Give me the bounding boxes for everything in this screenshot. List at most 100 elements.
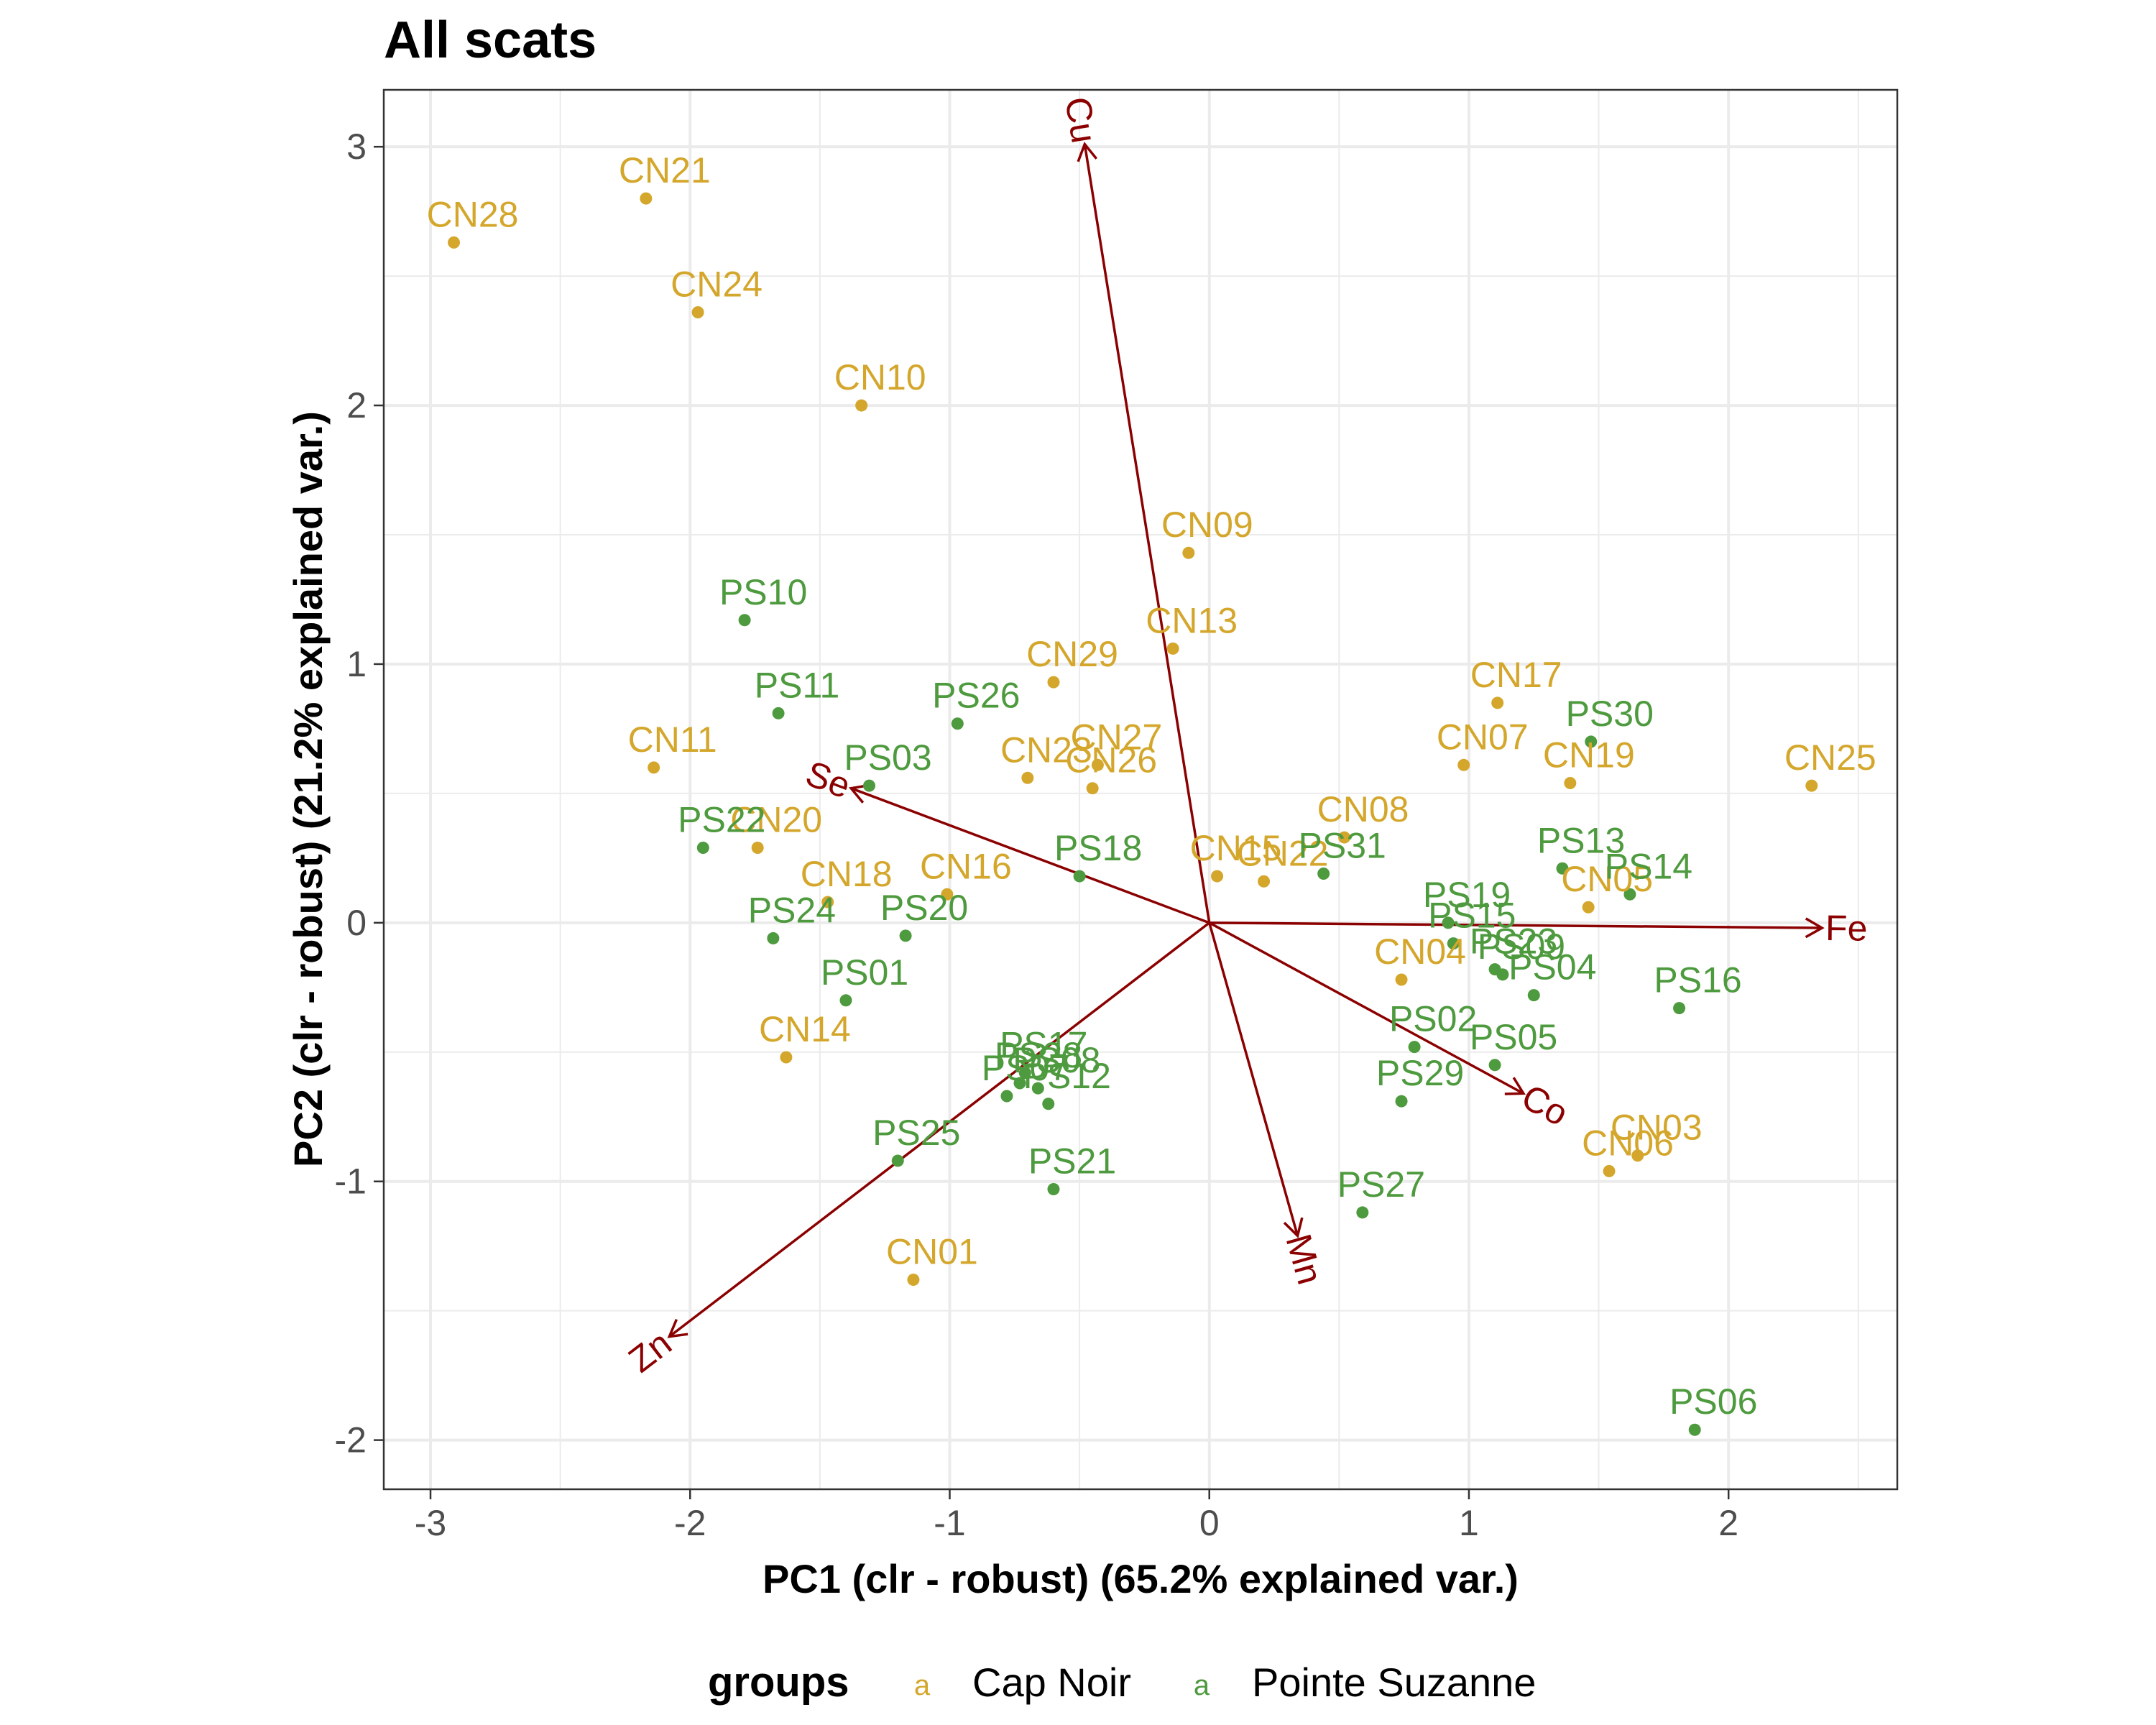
- point-cn24: [691, 306, 704, 319]
- label-cn22: CN22: [1237, 833, 1329, 873]
- label-ps04: PS04: [1508, 947, 1596, 988]
- label-cn27: CN27: [1070, 717, 1162, 757]
- label-ps07: PS07: [982, 1048, 1069, 1088]
- arrow-head: [1077, 142, 1098, 162]
- x-tick-label: -3: [415, 1503, 446, 1543]
- point-cn27: [1091, 758, 1104, 771]
- arrow-shaft: [1209, 921, 1823, 929]
- point-cn17: [1491, 696, 1504, 709]
- point-cn23: [1021, 771, 1034, 784]
- legend-title: groups: [708, 1659, 849, 1706]
- label-ps24: PS24: [748, 890, 836, 930]
- label-cn11: CN11: [628, 719, 717, 760]
- label-cn18: CN18: [801, 854, 893, 894]
- arrow-shaft: [1083, 144, 1211, 924]
- point-ps02: [1408, 1041, 1421, 1054]
- point-ps16: [1673, 1002, 1686, 1015]
- point-ps06: [1688, 1423, 1701, 1436]
- point-ps13: [1556, 862, 1569, 875]
- label-ps10: PS10: [719, 572, 807, 612]
- label-cn19: CN19: [1543, 735, 1635, 776]
- legend-label-cap-noir: Cap Noir: [972, 1660, 1131, 1705]
- label-ps08: PS08: [1013, 1040, 1100, 1080]
- panel-background: [384, 90, 1897, 1489]
- point-ps17: [1018, 1067, 1031, 1080]
- label-ps27: PS27: [1337, 1164, 1425, 1205]
- point-ps25: [891, 1154, 904, 1167]
- point-ps12: [1042, 1098, 1055, 1110]
- arrow-shaft: [668, 921, 1210, 1338]
- point-cn15: [1211, 870, 1224, 883]
- label-ps09: PS09: [1478, 926, 1565, 967]
- point-cn09: [1182, 546, 1195, 559]
- arrow-head: [667, 1319, 688, 1338]
- label-cn23: CN23: [1000, 730, 1092, 770]
- point-ps05: [1488, 1059, 1501, 1072]
- label-cn14: CN14: [759, 1009, 851, 1049]
- point-cn22: [1258, 875, 1271, 888]
- point-ps03: [863, 779, 876, 792]
- label-ps17: PS17: [1000, 1025, 1087, 1065]
- arrow-label: Cu: [1057, 94, 1104, 146]
- arrow-head: [1283, 1217, 1304, 1238]
- label-ps14: PS14: [1605, 846, 1692, 886]
- point-ps11: [772, 707, 785, 719]
- point-ps08: [1031, 1082, 1044, 1095]
- label-cn08: CN08: [1317, 789, 1409, 829]
- label-ps31: PS31: [1299, 825, 1386, 865]
- point-ps10: [738, 614, 751, 627]
- y-axis: -2 -1 0 1 2 3: [335, 126, 384, 1460]
- label-cn25: CN25: [1784, 737, 1876, 778]
- arrow-shaft: [850, 787, 1210, 924]
- label-ps30: PS30: [1566, 694, 1654, 734]
- point-ps15: [1447, 937, 1460, 950]
- arrow-label: Fe: [1825, 908, 1868, 949]
- x-tick-label: -2: [674, 1503, 706, 1543]
- point-ps07: [1000, 1090, 1013, 1103]
- label-cn01: CN01: [886, 1231, 978, 1271]
- arrow-shaft: [1208, 922, 1299, 1236]
- label-ps12: PS12: [1023, 1056, 1111, 1096]
- point-cn06: [1603, 1164, 1616, 1177]
- label-cn04: CN04: [1374, 932, 1466, 972]
- point-cn10: [855, 399, 868, 412]
- label-cn06: CN06: [1582, 1123, 1674, 1163]
- label-ps05: PS05: [1470, 1017, 1557, 1057]
- chart-title: All scats: [384, 12, 596, 69]
- y-tick-label: 2: [346, 385, 367, 426]
- y-tick-label: 0: [346, 903, 367, 943]
- legend-key-cap-noir: a: [914, 1670, 931, 1701]
- y-axis-title: PC2 (clr - robust) (21.2% explained var.…: [285, 411, 331, 1167]
- label-ps01: PS01: [821, 952, 908, 993]
- x-tick-label: 0: [1199, 1503, 1220, 1543]
- point-cn16: [941, 888, 954, 901]
- point-cn29: [1047, 676, 1060, 689]
- point-ps26: [951, 717, 964, 730]
- point-cn26: [1086, 782, 1099, 795]
- y-tick-label: -2: [335, 1420, 367, 1460]
- label-cn15: CN15: [1190, 828, 1282, 868]
- arrow-head: [1504, 1077, 1526, 1095]
- point-cn20: [751, 841, 764, 854]
- label-ps03: PS03: [844, 737, 931, 778]
- label-cn07: CN07: [1437, 717, 1529, 757]
- label-cn26: CN26: [1065, 740, 1157, 781]
- point-ps14: [1623, 888, 1636, 901]
- point-ps21: [1047, 1183, 1060, 1196]
- label-ps28: PS28: [995, 1035, 1082, 1075]
- point-cn03: [1631, 1149, 1644, 1162]
- label-cn21: CN21: [619, 150, 711, 190]
- point-ps27: [1356, 1206, 1369, 1219]
- label-ps22: PS22: [678, 799, 765, 840]
- point-ps29: [1395, 1095, 1408, 1108]
- label-ps21: PS21: [1028, 1141, 1116, 1182]
- legend-label-pointe-suzanne: Pointe Suzanne: [1252, 1660, 1536, 1705]
- label-ps23: PS23: [1470, 921, 1557, 962]
- label-ps19: PS19: [1423, 875, 1511, 915]
- label-ps11: PS11: [755, 665, 840, 705]
- y-tick-label: -1: [335, 1162, 367, 1202]
- point-cn25: [1805, 779, 1818, 792]
- point-cn19: [1564, 777, 1577, 790]
